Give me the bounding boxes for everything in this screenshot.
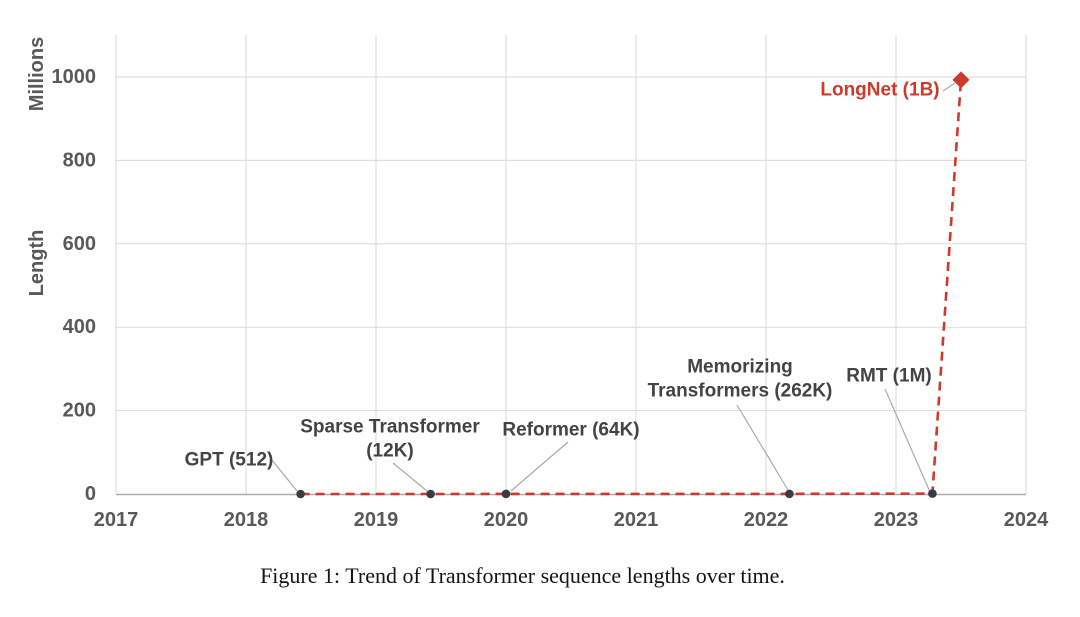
x-tick-label: 2020 xyxy=(484,509,529,531)
annotation-label: Memorizing Transformers (262K) xyxy=(648,357,833,402)
data-point-marker xyxy=(501,489,511,499)
y-tick-label: 800 xyxy=(63,149,96,171)
annotation-label-line: Reformer (64K) xyxy=(502,420,639,441)
y-axis-title-millions: Millions xyxy=(26,37,48,111)
annotation-label: Reformer (64K) xyxy=(502,420,639,441)
x-tick-label: 2017 xyxy=(94,509,139,531)
annotation-leader-line xyxy=(736,404,789,491)
annotation-leader-line xyxy=(271,459,298,492)
data-point-marker xyxy=(296,489,305,499)
y-tick-label: 0 xyxy=(85,483,96,505)
annotation-label-line: Sparse Transformer xyxy=(300,417,480,438)
x-tick-label: 2023 xyxy=(874,509,919,531)
y-tick-label: 1000 xyxy=(52,66,97,88)
data-point-marker xyxy=(928,489,937,498)
annotation-label: RMT (1M) xyxy=(846,366,931,387)
data-point-marker xyxy=(426,489,435,499)
annotation-leader-line xyxy=(942,82,956,92)
annotation-label: LongNet (1B) xyxy=(820,80,939,101)
series-line xyxy=(300,79,963,496)
x-tick-label: 2018 xyxy=(224,509,269,531)
y-axis-title-length: Length xyxy=(26,230,48,297)
chart-canvas: 2017 2018 2019 2020 2021 2022 2023 2024 0 200 400 6… xyxy=(26,35,1049,531)
annotation-label-line: RMT (1M) xyxy=(846,366,931,387)
figure-caption: Figure 1: Trend of Transformer sequence … xyxy=(260,563,785,588)
data-point-marker xyxy=(785,489,794,499)
y-tick-label: 400 xyxy=(63,316,96,338)
annotation-label-line: LongNet (1B) xyxy=(820,80,939,101)
annotation-label-line: Transformers (262K) xyxy=(648,381,833,402)
annotation-leader-line xyxy=(884,388,931,493)
x-tick-label: 2019 xyxy=(354,509,399,531)
annotation-leader-line xyxy=(392,462,428,492)
annotation-leader-line xyxy=(510,441,569,492)
longnet-diamond-marker xyxy=(952,71,970,89)
x-tick-label: 2024 xyxy=(1004,509,1049,531)
annotation-label: GPT (512) xyxy=(185,450,274,471)
annotation-label-line: GPT (512) xyxy=(185,450,274,471)
annotation-label-line: Memorizing xyxy=(687,357,793,378)
y-tick-label: 600 xyxy=(63,233,96,255)
y-tick-label: 200 xyxy=(63,400,96,422)
sequence-length-chart: 2017 2018 2019 2020 2021 2022 2023 2024 0 200 400 6… xyxy=(26,35,1049,531)
x-tick-label: 2022 xyxy=(744,509,789,531)
annotation-label: Sparse Transformer (12K) xyxy=(300,417,480,462)
annotation-label-line: (12K) xyxy=(366,441,414,462)
x-tick-label: 2021 xyxy=(614,509,659,531)
